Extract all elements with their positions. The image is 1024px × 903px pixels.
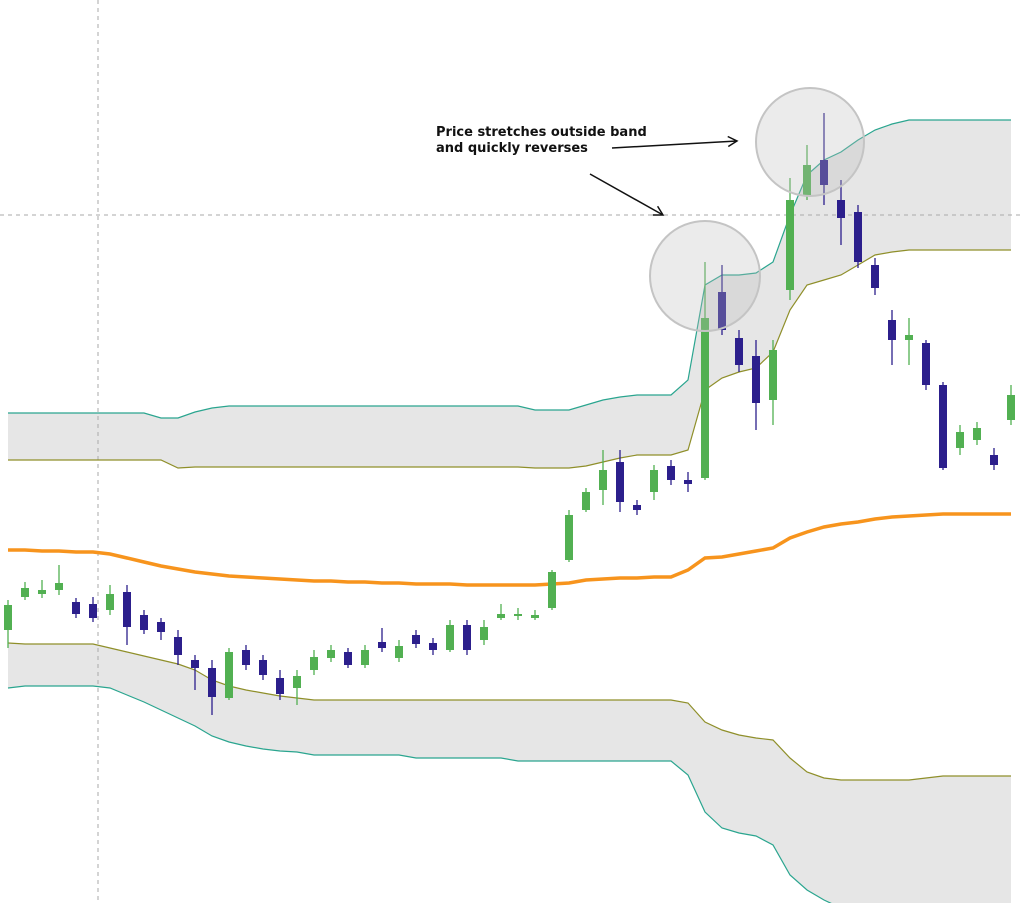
candle-body [769, 350, 777, 400]
candle-body [293, 676, 301, 688]
candle-body [905, 335, 913, 340]
candle-body [854, 212, 862, 262]
candle-body [514, 614, 522, 616]
annotation: and quickly reverses [436, 141, 588, 156]
candle-body [463, 625, 471, 650]
candle-body [718, 292, 726, 330]
candle-body [412, 635, 420, 644]
candle-body [344, 652, 352, 665]
candle-body [633, 505, 641, 510]
candle-body [310, 657, 318, 670]
candle-body [55, 583, 63, 590]
candle-body [446, 625, 454, 650]
candle-body [497, 614, 505, 618]
candle-body [650, 470, 658, 492]
candle-body [38, 590, 46, 594]
candle-body [684, 480, 692, 484]
candle-body [786, 200, 794, 290]
candle-body [259, 660, 267, 675]
highlight-circle [649, 220, 761, 332]
candle-body [191, 660, 199, 668]
candle-body [803, 165, 811, 195]
candle-body [1007, 395, 1015, 420]
arrow [611, 135, 739, 149]
band-line [8, 119, 1011, 419]
candle-body [531, 615, 539, 618]
candle-body [361, 650, 369, 665]
candle-body [174, 637, 182, 655]
candle-body [157, 622, 165, 632]
candle-body [599, 470, 607, 490]
candle-body [616, 462, 624, 502]
candle-body [922, 343, 930, 385]
candle-body [327, 650, 335, 658]
candle-body [582, 492, 590, 510]
candle-body [480, 627, 488, 640]
candle-body [548, 572, 556, 608]
candle-body [395, 646, 403, 658]
candle-body [752, 356, 760, 403]
candle-body [735, 338, 743, 365]
arrow [589, 173, 665, 216]
candle-body [140, 615, 148, 630]
candle-body [956, 432, 964, 448]
candle-body [701, 318, 709, 478]
candle-body [837, 200, 845, 218]
candle-body [72, 602, 80, 614]
candle-body [888, 320, 896, 340]
band-fill [8, 120, 1011, 468]
candle-body [378, 642, 386, 648]
candle-body [89, 604, 97, 618]
candle-body [276, 678, 284, 694]
candle-body [820, 160, 828, 185]
candle-body [939, 385, 947, 468]
candle-body [429, 643, 437, 650]
candle-body [225, 652, 233, 698]
band-line [7, 685, 832, 903]
candle-body [106, 594, 114, 610]
band-fill [8, 643, 1011, 903]
candle-body [973, 428, 981, 440]
candle-body [667, 466, 675, 480]
candle-body [990, 455, 998, 465]
highlight-circle [755, 87, 865, 197]
candle-body [565, 515, 573, 560]
candle-body [871, 265, 879, 288]
band-line [7, 642, 1011, 781]
candle-body [242, 650, 250, 665]
band-line [8, 512, 1011, 587]
band-line [8, 249, 1011, 469]
candle-body [4, 605, 12, 630]
candle-body [123, 592, 131, 627]
candle-body [21, 588, 29, 597]
candle-body [208, 668, 216, 697]
annotation: Price stretches outside band [436, 125, 647, 140]
